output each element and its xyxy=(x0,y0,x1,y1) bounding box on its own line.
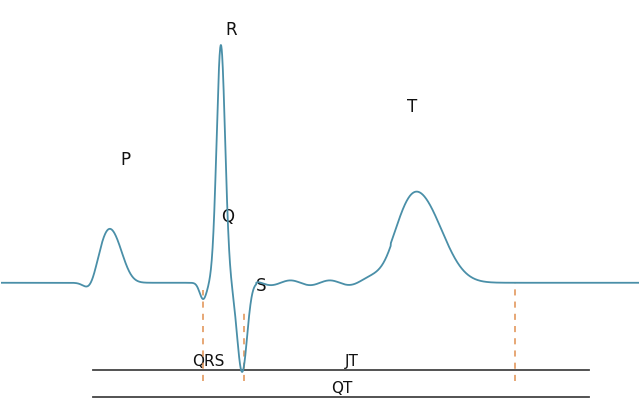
Text: R: R xyxy=(225,21,237,39)
Text: P: P xyxy=(120,151,131,169)
Text: Q: Q xyxy=(221,208,234,226)
Text: QRS: QRS xyxy=(193,353,225,369)
Text: S: S xyxy=(256,277,267,295)
Text: QT: QT xyxy=(332,380,353,395)
Text: T: T xyxy=(407,98,417,116)
Text: JT: JT xyxy=(345,353,359,369)
